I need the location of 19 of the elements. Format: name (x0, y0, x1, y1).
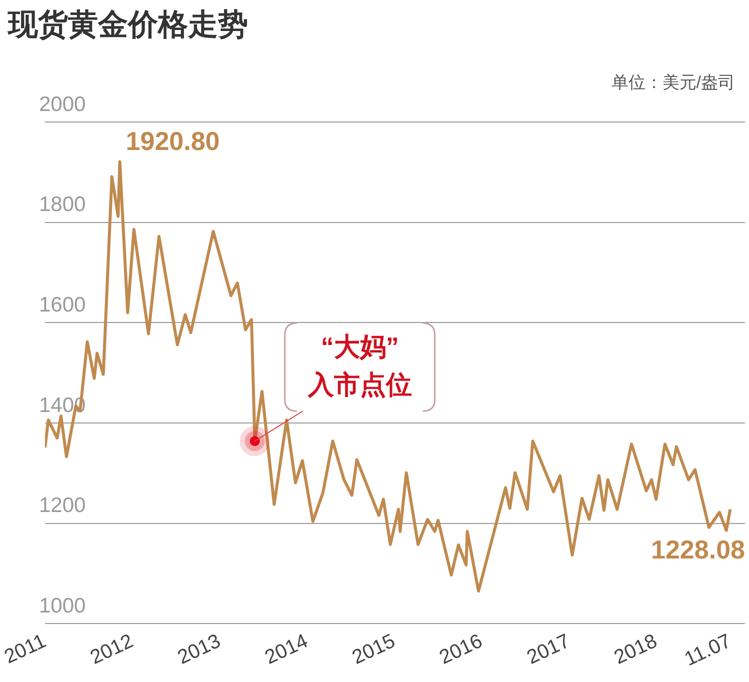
chart-title: 现货黄金价格走势 (7, 8, 248, 42)
x-tick-label: 2012 (87, 630, 137, 669)
y-tick-label: 1200 (38, 494, 86, 518)
annotation: “大妈” 入市点位 (306, 331, 412, 400)
x-tick-label: 2013 (174, 630, 224, 669)
y-tick-label: 1800 (38, 193, 86, 216)
x-tick-label: 2017 (524, 630, 574, 669)
x-tick-label: 2018 (610, 630, 661, 669)
x-tick-label: 2014 (262, 630, 312, 669)
y-axis-title: 单位：美元/盎司 (611, 73, 735, 92)
data-label: 1228.08 (651, 534, 745, 565)
data-label: 1920.80 (126, 126, 220, 156)
x-tick-label: 2016 (436, 630, 486, 669)
y-tick-label: 1000 (38, 594, 86, 618)
y-tick-label: 2000 (38, 92, 86, 116)
x-tick-label: 2011 (1, 630, 50, 668)
x-tick-label: 11.07 (681, 630, 735, 671)
x-tick-label: 2015 (348, 630, 399, 669)
y-tick-label: 1600 (38, 293, 86, 316)
